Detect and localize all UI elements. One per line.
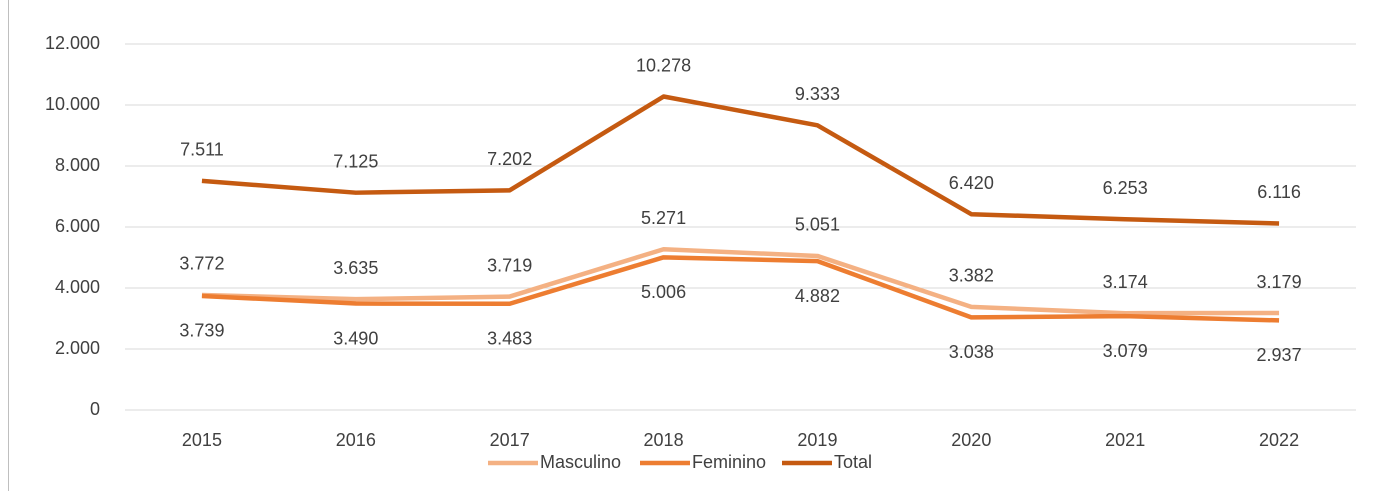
data-label: 3.490 — [333, 328, 378, 348]
data-label: 3.635 — [333, 258, 378, 278]
data-label: 3.483 — [487, 329, 532, 349]
x-tick-label: 2020 — [951, 430, 991, 450]
legend-label: Feminino — [692, 452, 766, 472]
data-label: 6.253 — [1103, 178, 1148, 198]
data-label: 7.511 — [180, 140, 224, 160]
data-label: 5.006 — [641, 282, 686, 302]
line-series — [201, 94, 1280, 226]
data-label: 5.271 — [641, 208, 686, 228]
y-tick-label: 8.000 — [55, 155, 100, 175]
x-tick-label: 2019 — [797, 430, 837, 450]
y-tick-label: 12.000 — [45, 33, 100, 53]
data-label: 6.116 — [1257, 182, 1301, 202]
y-tick-label: 10.000 — [45, 94, 100, 114]
data-label: 3.038 — [949, 342, 994, 362]
data-label: 2.937 — [1257, 345, 1302, 365]
data-label: 7.202 — [487, 149, 532, 169]
data-label: 3.079 — [1103, 341, 1148, 361]
data-label: 6.420 — [949, 173, 994, 193]
data-label: 4.882 — [795, 286, 840, 306]
data-label: 5.051 — [795, 215, 840, 235]
data-label: 3.739 — [179, 321, 224, 341]
data-label: 3.382 — [949, 266, 994, 286]
x-tick-label: 2015 — [182, 430, 222, 450]
legend-label: Masculino — [540, 452, 621, 472]
data-label: 3.174 — [1103, 272, 1148, 292]
x-tick-label: 2018 — [644, 430, 684, 450]
data-label: 10.278 — [636, 55, 691, 75]
x-tick-label: 2017 — [490, 430, 530, 450]
data-label: 3.179 — [1257, 272, 1302, 292]
line-series — [201, 255, 1280, 323]
y-tick-label: 0 — [90, 399, 100, 419]
data-label: 3.772 — [179, 254, 224, 274]
x-tick-label: 2021 — [1105, 430, 1145, 450]
y-tick-label: 6.000 — [55, 216, 100, 236]
legend-label: Total — [834, 452, 872, 472]
y-tick-label: 2.000 — [55, 338, 100, 358]
data-label: 7.125 — [333, 151, 378, 171]
y-tick-label: 4.000 — [55, 277, 100, 297]
x-tick-label: 2016 — [336, 430, 376, 450]
x-tick-label: 2022 — [1259, 430, 1299, 450]
data-label: 9.333 — [795, 84, 840, 104]
line-series — [201, 246, 1280, 316]
data-label: 3.719 — [487, 255, 532, 275]
